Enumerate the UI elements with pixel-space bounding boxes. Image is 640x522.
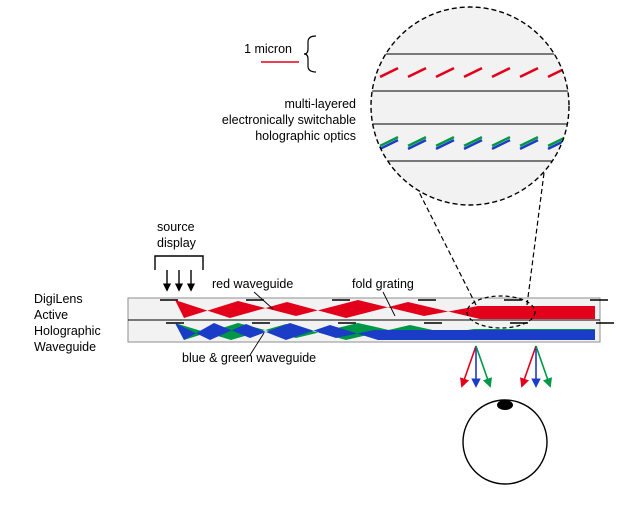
svg-text:Waveguide: Waveguide [34, 340, 96, 354]
svg-text:electronically switchable: electronically switchable [222, 113, 356, 127]
svg-text:DigiLens: DigiLens [34, 292, 83, 306]
svg-text:holographic optics: holographic optics [255, 129, 356, 143]
svg-text:red waveguide: red waveguide [212, 277, 293, 291]
svg-text:1 micron: 1 micron [244, 42, 292, 56]
svg-text:source: source [157, 220, 195, 234]
svg-text:Holographic: Holographic [34, 324, 101, 338]
svg-text:blue & green waveguide: blue & green waveguide [182, 351, 316, 365]
svg-text:multi-layered: multi-layered [284, 97, 356, 111]
digilens-waveguide-diagram: 1 micron multi-layered electronically swit… [0, 0, 640, 522]
svg-text:Active: Active [34, 308, 68, 322]
svg-text:display: display [157, 236, 197, 250]
svg-text:fold grating: fold grating [352, 277, 414, 291]
